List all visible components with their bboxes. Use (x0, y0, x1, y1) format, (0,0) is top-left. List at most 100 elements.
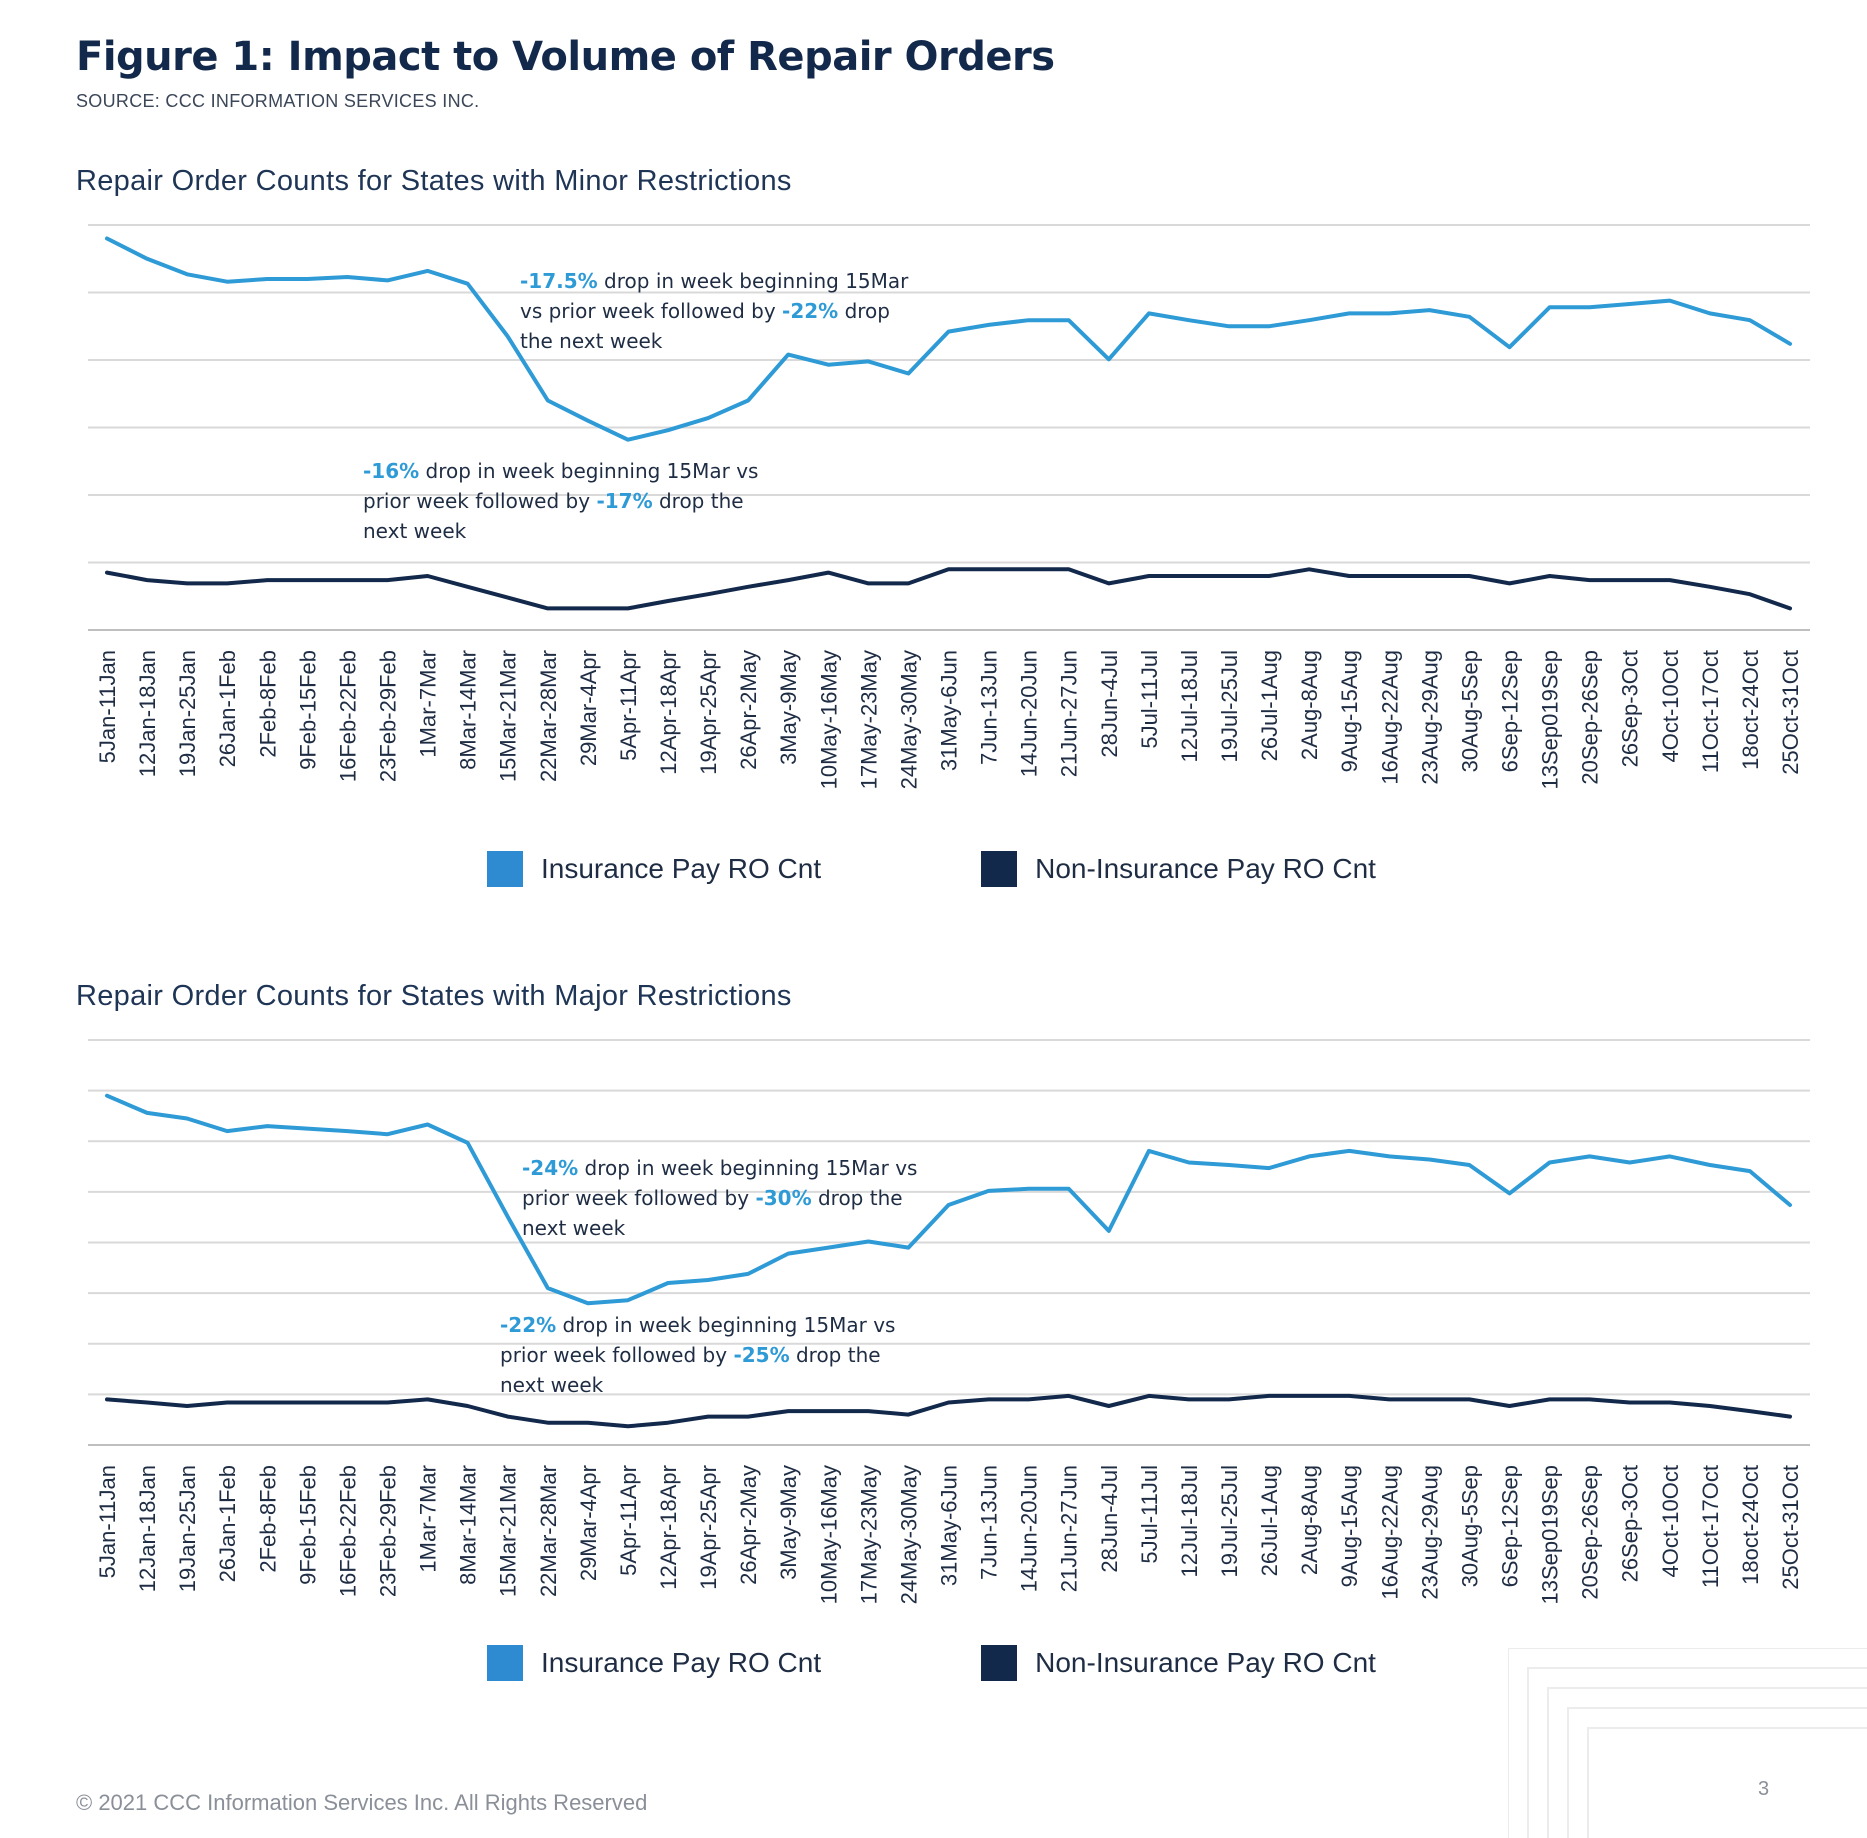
x-tick-label: 25Oct-31Oct (1778, 1465, 1803, 1590)
x-tick-label: 26Sep-3Oct (1618, 650, 1643, 767)
x-tick-label: 9Aug-15Aug (1337, 1465, 1362, 1587)
x-tick-label: 17May-23May (856, 1465, 881, 1604)
x-tick-label: 10May-16May (816, 650, 841, 789)
annotation-percent: -16% (363, 459, 419, 483)
legend-swatch-insurance (487, 851, 523, 887)
annotation-line: -16% drop in week beginning 15Mar vs (363, 459, 758, 483)
legend-item-non-insurance: Non-Insurance Pay RO Cnt (981, 851, 1376, 887)
annotation-text: drop in week beginning 15Mar vs (578, 1156, 917, 1180)
annotation-line: next week (500, 1373, 604, 1397)
annotation-line: -24% drop in week beginning 15Mar vs (522, 1156, 917, 1180)
x-tick-label: 19Apr-25Apr (696, 1465, 721, 1590)
annotation-line: the next week (520, 329, 663, 353)
annotation-text: drop the (653, 489, 744, 513)
x-tick-label: 22Mar-28Mar (536, 1465, 561, 1597)
legend-label-insurance: Insurance Pay RO Cnt (541, 853, 822, 884)
x-tick-label: 26Jan-1Feb (215, 1465, 240, 1582)
x-tick-label: 19Jan-25Jan (175, 650, 200, 777)
annotation-text: next week (363, 519, 467, 543)
series-line-insurance (105, 1093, 1792, 1306)
x-tick-label: 26Jan-1Feb (215, 650, 240, 767)
annotation-percent: -22% (782, 299, 838, 323)
annotation-text: drop (838, 299, 890, 323)
x-tick-label: 26Sep-3Oct (1618, 1465, 1643, 1582)
series-insurance (105, 1093, 1792, 1306)
x-tick-label: 5Jan-11Jan (95, 1465, 120, 1578)
series-non-insurance (105, 567, 1792, 611)
annotation-text: the next week (520, 329, 663, 353)
legend-label-insurance: Insurance Pay RO Cnt (541, 1647, 822, 1678)
x-tick-label: 18oct-24Oct (1738, 1465, 1763, 1585)
annotation-line: prior week followed by -25% drop the (500, 1343, 881, 1367)
annotation-text: drop the (812, 1186, 903, 1210)
x-tick-label: 8Mar-14Mar (456, 1465, 481, 1585)
x-tick-label: 23Aug-29Aug (1417, 1465, 1442, 1600)
x-tick-label: 2Feb-8Feb (255, 650, 280, 758)
x-tick-label: 16Aug-22Aug (1377, 1465, 1402, 1600)
x-tick-label: 19Apr-25Apr (696, 650, 721, 775)
annotation-line: prior week followed by -17% drop the (363, 489, 744, 513)
annotation-percent: -22% (500, 1313, 556, 1337)
annotation-percent: -30% (755, 1186, 811, 1210)
x-tick-labels: 5Jan-11Jan 12Jan-18Jan 19Jan-25Jan 26Jan-1F… (95, 1465, 1803, 1604)
series-line-non-insurance (105, 567, 1792, 611)
annotation-line: next week (522, 1216, 626, 1240)
copyright-footer: © 2021 CCC Information Services Inc. All… (76, 1790, 648, 1815)
annotation-text: next week (500, 1373, 604, 1397)
series-insurance (105, 236, 1792, 442)
x-tick-label: 31May-6Jun (937, 650, 962, 771)
x-tick-label: 9Feb-15Feb (295, 650, 320, 770)
annotation-text: prior week followed by (363, 489, 596, 513)
x-tick-label: 5Apr-11Apr (616, 650, 641, 761)
chart-title-major: Repair Order Counts for States with Majo… (76, 980, 792, 1012)
x-tick-label: 16Feb-22Feb (335, 1465, 360, 1597)
x-tick-label: 25Oct-31Oct (1778, 650, 1803, 775)
x-tick-label: 19Jul-25Jul (1217, 650, 1242, 763)
legend-item-non-insurance: Non-Insurance Pay RO Cnt (981, 1645, 1376, 1681)
x-tick-label: 14Jun-20Jun (1017, 650, 1042, 777)
x-tick-label: 23Feb-29Feb (376, 650, 401, 782)
x-tick-label: 12Jul-18Jul (1177, 1465, 1202, 1578)
chart-title-minor: Repair Order Counts for States with Mino… (76, 165, 792, 197)
annotation-text: prior week followed by (500, 1343, 733, 1367)
annotation-text: drop the (790, 1343, 881, 1367)
x-tick-label: 12Jan-18Jan (135, 650, 160, 777)
annotation-text: vs prior week followed by (520, 299, 782, 323)
annotation-text: drop in week beginning 15Mar (598, 269, 909, 293)
x-tick-label: 12Apr-18Apr (656, 650, 681, 775)
x-tick-label: 4Oct-10Oct (1658, 650, 1683, 762)
x-tick-label: 20Sep-26Sep (1578, 650, 1603, 785)
x-tick-label: 7Jun-13Jun (977, 650, 1002, 765)
x-tick-label: 12Jan-18Jan (135, 1465, 160, 1592)
gridlines (88, 1039, 1810, 1446)
legend-major: Insurance Pay RO Cnt Non-Insurance Pay R… (487, 1645, 1536, 1681)
x-tick-label: 12Apr-18Apr (656, 1465, 681, 1590)
x-tick-label: 2Aug-8Aug (1297, 1465, 1322, 1575)
annotation-line: vs prior week followed by -22% drop (520, 299, 890, 323)
x-tick-label: 9Aug-15Aug (1337, 650, 1362, 772)
x-tick-label: 4Oct-10Oct (1658, 1465, 1683, 1577)
x-tick-label: 12Jul-18Jul (1177, 650, 1202, 763)
annotation-line: -17.5% drop in week beginning 15Mar (520, 269, 909, 293)
x-tick-label: 10May-16May (816, 1465, 841, 1604)
x-tick-labels: 5Jan-11Jan 12Jan-18Jan 19Jan-25Jan 26Jan-1F… (95, 650, 1803, 789)
x-tick-label: 24May-30May (896, 1465, 921, 1604)
annotation-line: -22% drop in week beginning 15Mar vs (500, 1313, 895, 1337)
x-tick-label: 26Apr-2May (736, 650, 761, 770)
x-tick-label: 5Apr-11Apr (616, 1465, 641, 1576)
x-tick-label: 5Jul-11Jul (1137, 650, 1162, 749)
x-tick-label: 21Jun-27Jun (1057, 650, 1082, 777)
line-chart-minor-restrictions: 5Jan-11Jan 12Jan-18Jan 19Jan-25Jan 26Jan-1F… (88, 224, 1810, 789)
annotation-percent: -25% (733, 1343, 789, 1367)
figure-title: Figure 1: Impact to Volume of Repair Ord… (76, 34, 1055, 80)
annotation-minor-non-insurance: -16% drop in week beginning 15Mar vs prio… (363, 459, 758, 543)
x-tick-label: 31May-6Jun (937, 1465, 962, 1586)
x-tick-label: 26Jul-1Aug (1257, 1465, 1282, 1576)
annotation-major-insurance: -24% drop in week beginning 15Mar vs prio… (522, 1156, 917, 1240)
x-tick-label: 3May-9May (776, 650, 801, 765)
legend-swatch-insurance (487, 1645, 523, 1681)
series-line-insurance (105, 236, 1792, 442)
x-tick-label: 29Mar-4Apr (576, 650, 601, 766)
x-tick-label: 18oct-24Oct (1738, 650, 1763, 770)
annotation-text: next week (522, 1216, 626, 1240)
